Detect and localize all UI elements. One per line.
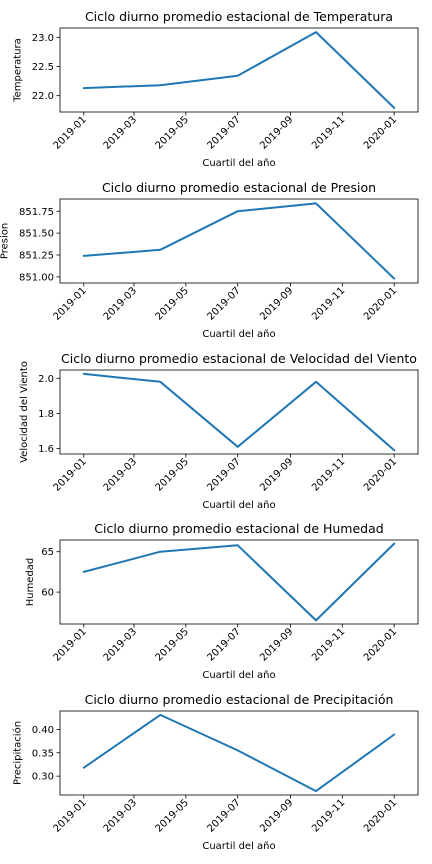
x-tick-label: 2019-09 <box>258 456 295 493</box>
x-tick-label: 2019-11 <box>310 456 347 493</box>
x-tick-label: 2019-01 <box>52 797 89 834</box>
x-tick-label: 2020-01 <box>362 285 399 322</box>
x-tick-label: 2019-07 <box>206 456 243 493</box>
y-axis-label: Temperatura <box>12 38 23 103</box>
y-tick-label: 851.00 <box>19 272 54 283</box>
series-line <box>82 31 396 109</box>
y-tick-label: 0.35 <box>32 748 54 759</box>
x-tick-label: 2019-07 <box>206 285 243 322</box>
x-tick-label: 2019-09 <box>258 797 295 834</box>
series-line <box>82 372 396 452</box>
x-tick-label: 2019-11 <box>310 114 347 151</box>
x-tick-label: 2019-05 <box>154 114 191 151</box>
series-line <box>82 542 396 622</box>
x-tick-label: 2019-09 <box>258 626 295 663</box>
y-tick-label: 0.30 <box>32 772 54 783</box>
x-tick-label: 2019-07 <box>206 797 243 834</box>
x-tick-label: 2019-03 <box>102 797 139 834</box>
x-axis-label: Cuartil del año <box>202 329 275 340</box>
y-axis-label: Precipitación <box>11 721 23 785</box>
x-tick-label: 2019-01 <box>52 285 89 322</box>
x-tick-label: 2019-05 <box>154 285 191 322</box>
y-tick-label: 851.50 <box>19 229 54 240</box>
x-axis-label: Cuartil del año <box>202 500 275 511</box>
plot-frame <box>59 539 419 625</box>
y-axis-label: Presion <box>0 223 11 259</box>
x-tick-label: 2019-09 <box>258 114 295 151</box>
chart-title: Ciclo diurno promedio estacional de Prec… <box>85 692 394 707</box>
y-tick-label: 2.0 <box>38 374 54 385</box>
x-tick-label: 2019-07 <box>206 626 243 663</box>
y-tick-label: 851.25 <box>19 251 54 262</box>
x-tick-label: 2019-11 <box>310 797 347 834</box>
plot-frame <box>59 27 419 113</box>
x-tick-label: 2019-01 <box>52 626 89 663</box>
x-tick-label: 2020-01 <box>362 114 399 151</box>
x-tick-label: 2019-03 <box>102 114 139 151</box>
y-axis-label: Velocidad del Viento <box>19 361 30 463</box>
x-tick-label: 2019-03 <box>102 285 139 322</box>
x-tick-label: 2020-01 <box>362 456 399 493</box>
x-tick-label: 2019-05 <box>154 626 191 663</box>
x-tick-label: 2019-01 <box>52 114 89 151</box>
x-tick-label: 2020-01 <box>362 626 399 663</box>
x-tick-label: 2019-05 <box>154 797 191 834</box>
x-axis-label: Cuartil del año <box>202 670 275 681</box>
y-tick-label: 1.8 <box>38 409 54 420</box>
series-line <box>82 202 396 280</box>
y-tick-label: 0.40 <box>32 725 54 736</box>
chart-panel-5: Ciclo diurno promedio estacional de Prec… <box>11 692 419 852</box>
y-tick-label: 851.75 <box>19 207 54 218</box>
chart-panel-3: Ciclo diurno promedio estacional de Velo… <box>19 351 419 511</box>
x-tick-label: 2020-01 <box>362 797 399 834</box>
plot-frame <box>59 369 419 455</box>
x-tick-label: 2019-03 <box>102 626 139 663</box>
x-tick-label: 2019-05 <box>154 456 191 493</box>
y-tick-label: 22.0 <box>32 91 54 102</box>
chart-panel-1: Ciclo diurno promedio estacional de Temp… <box>12 9 419 169</box>
x-axis-label: Cuartil del año <box>202 841 275 852</box>
y-tick-label: 65 <box>41 547 54 558</box>
y-tick-label: 60 <box>41 588 54 599</box>
y-tick-label: 1.6 <box>38 444 54 455</box>
chart-title: Ciclo diurno promedio estacional de Hume… <box>94 521 383 536</box>
chart-title: Ciclo diurno promedio estacional de Velo… <box>61 351 417 366</box>
y-tick-label: 23.0 <box>32 33 54 44</box>
x-tick-label: 2019-11 <box>310 626 347 663</box>
chart-panel-4: Ciclo diurno promedio estacional de Hume… <box>25 521 419 681</box>
x-tick-label: 2019-07 <box>206 114 243 151</box>
chart-title: Ciclo diurno promedio estacional de Pres… <box>102 180 376 195</box>
x-tick-label: 2019-09 <box>258 285 295 322</box>
plot-frame <box>59 710 419 796</box>
plot-frame <box>59 198 419 284</box>
x-tick-label: 2019-11 <box>310 285 347 322</box>
y-tick-label: 22.5 <box>32 62 54 73</box>
x-axis-label: Cuartil del año <box>202 158 275 169</box>
series-line <box>82 713 396 793</box>
chart-title: Ciclo diurno promedio estacional de Temp… <box>85 9 393 24</box>
x-tick-label: 2019-01 <box>52 456 89 493</box>
x-tick-label: 2019-03 <box>102 456 139 493</box>
y-axis-label: Humedad <box>25 558 36 607</box>
chart-panel-2: Ciclo diurno promedio estacional de Pres… <box>0 180 419 340</box>
